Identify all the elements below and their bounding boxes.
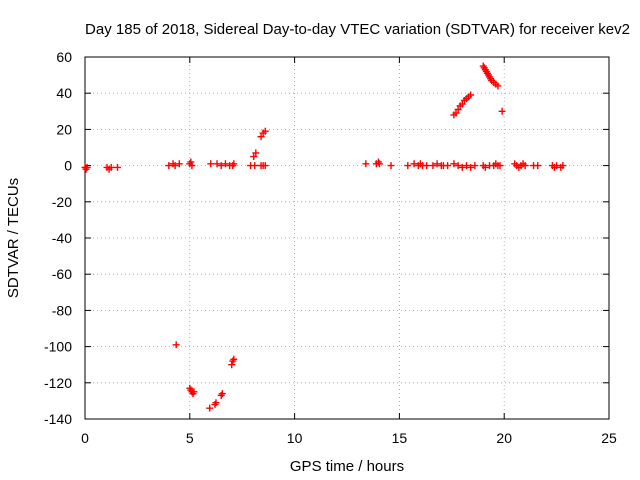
chart-title: Day 185 of 2018, Sidereal Day-to-day VTE… bbox=[85, 21, 630, 38]
y-tick-label: 40 bbox=[56, 85, 72, 101]
data-point bbox=[458, 100, 466, 108]
data-point bbox=[387, 162, 395, 170]
tick-labels: 0 5 10 15 20 25 -140 -120 -100 -80 -60 -40 -20 0 20 40 6… bbox=[44, 49, 617, 446]
data-point bbox=[404, 162, 412, 170]
data-point bbox=[458, 163, 466, 171]
data-point bbox=[212, 399, 220, 407]
data-point bbox=[257, 133, 265, 141]
grid-lines bbox=[85, 57, 609, 419]
data-point bbox=[230, 160, 238, 168]
data-point bbox=[188, 162, 196, 170]
data-point bbox=[433, 160, 441, 168]
y-tick-label: -140 bbox=[44, 411, 72, 427]
data-point bbox=[481, 163, 489, 171]
data-point bbox=[83, 163, 91, 171]
data-point bbox=[107, 163, 115, 171]
data-point bbox=[252, 149, 260, 157]
data-point bbox=[375, 160, 383, 168]
x-tick-label: 20 bbox=[496, 430, 512, 446]
y-tick-label: -80 bbox=[52, 302, 72, 318]
data-point bbox=[429, 162, 437, 170]
data-points bbox=[81, 62, 567, 412]
data-point bbox=[221, 160, 229, 168]
x-axis-title: GPS time / hours bbox=[290, 458, 404, 475]
axis-ticks bbox=[84, 56, 610, 420]
data-point bbox=[454, 162, 462, 170]
y-tick-label: 0 bbox=[64, 158, 72, 174]
x-tick-label: 0 bbox=[81, 430, 89, 446]
x-tick-label: 5 bbox=[186, 430, 194, 446]
plot-frame bbox=[84, 56, 610, 420]
data-point bbox=[217, 162, 225, 170]
data-point bbox=[207, 160, 215, 168]
data-point bbox=[213, 160, 221, 168]
y-tick-label: -60 bbox=[52, 266, 72, 282]
x-tick-label: 10 bbox=[287, 430, 303, 446]
data-point bbox=[250, 153, 258, 161]
data-point bbox=[559, 162, 567, 170]
data-point bbox=[251, 162, 259, 170]
data-point bbox=[454, 105, 462, 113]
data-point bbox=[467, 163, 475, 171]
data-point bbox=[498, 107, 506, 115]
y-tick-label: -40 bbox=[52, 230, 72, 246]
data-point bbox=[165, 162, 173, 170]
data-point bbox=[261, 127, 269, 135]
data-point bbox=[228, 361, 236, 369]
data-point bbox=[452, 109, 460, 117]
data-point bbox=[534, 162, 542, 170]
data-point bbox=[450, 160, 458, 168]
data-point bbox=[362, 160, 370, 168]
data-point bbox=[423, 162, 431, 170]
data-point bbox=[444, 162, 452, 170]
y-tick-label: 20 bbox=[56, 121, 72, 137]
y-tick-label: -100 bbox=[44, 339, 72, 355]
y-tick-label: -20 bbox=[52, 194, 72, 210]
x-tick-label: 25 bbox=[601, 430, 617, 446]
data-point bbox=[462, 162, 470, 170]
x-tick-label: 15 bbox=[392, 430, 408, 446]
data-point bbox=[230, 355, 238, 363]
data-point bbox=[171, 162, 179, 170]
data-point bbox=[494, 82, 502, 90]
data-point bbox=[113, 163, 121, 171]
data-point bbox=[172, 341, 180, 349]
data-point bbox=[410, 160, 418, 168]
data-point bbox=[218, 390, 226, 398]
data-point bbox=[521, 162, 529, 170]
data-point bbox=[553, 162, 561, 170]
data-point bbox=[206, 404, 214, 412]
y-axis-title: SDTVAR / TECUs bbox=[5, 178, 22, 298]
data-point bbox=[467, 91, 475, 99]
data-point bbox=[496, 162, 504, 170]
data-point bbox=[261, 162, 269, 170]
data-point bbox=[187, 158, 195, 166]
y-tick-label: -120 bbox=[44, 375, 72, 391]
data-point bbox=[190, 388, 198, 396]
y-tick-label: 60 bbox=[56, 49, 72, 65]
data-point bbox=[175, 160, 183, 168]
data-point bbox=[471, 162, 479, 170]
